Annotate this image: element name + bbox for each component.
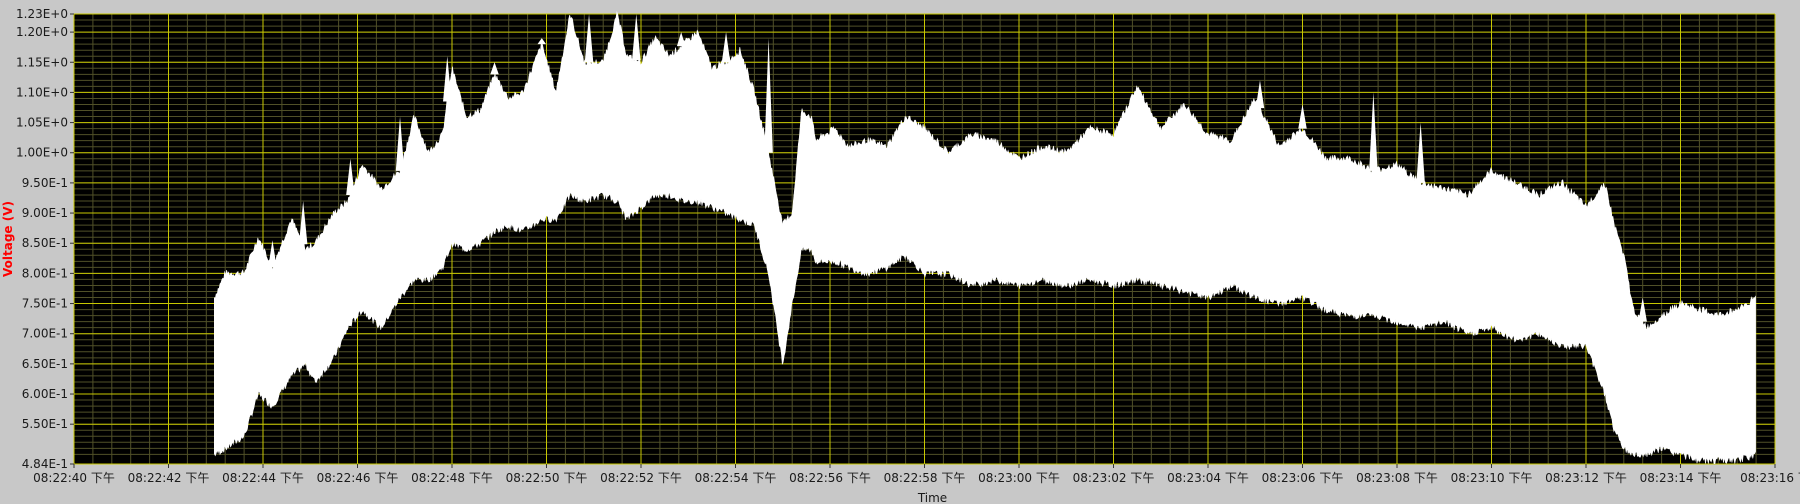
x-tick-label: 08:22:52 下午 <box>600 471 682 485</box>
signal-envelope <box>214 10 1756 465</box>
x-tick-label: 08:23:16 下 <box>1740 471 1800 485</box>
x-tick-label: 08:22:54 下午 <box>695 471 777 485</box>
y-tick-label: 4.84E-1 <box>22 457 68 471</box>
x-tick-label: 08:23:02 下午 <box>1073 471 1155 485</box>
signal-spike <box>1369 92 1378 171</box>
signal-spike <box>443 56 452 102</box>
signal-spike <box>298 200 308 245</box>
x-tick-label: 08:23:06 下午 <box>1262 471 1344 485</box>
x-tick-label: 08:23:08 下午 <box>1356 471 1438 485</box>
x-tick-label: 08:22:48 下午 <box>411 471 493 485</box>
y-tick-label: 8.50E-1 <box>22 236 68 250</box>
y-tick-label: 6.00E-1 <box>22 387 68 401</box>
signal-spike <box>1255 80 1265 109</box>
x-tick-label: 08:22:40 下午 <box>33 471 115 485</box>
signal-spike <box>721 32 731 63</box>
signal-spike <box>1638 297 1647 322</box>
y-tick-label: 1.15E+0 <box>16 55 68 69</box>
y-tick-label: 6.50E-1 <box>22 357 68 371</box>
signal-spike <box>632 14 641 61</box>
x-tick-label: 08:22:46 下午 <box>317 471 399 485</box>
x-axis-title: Time <box>917 491 947 504</box>
signal-spike <box>676 32 686 47</box>
signal-layer <box>214 10 1756 465</box>
signal-spike <box>395 116 405 171</box>
signal-spike <box>1416 122 1425 183</box>
y-tick-label: 9.00E-1 <box>22 206 68 220</box>
x-tick-label: 08:22:44 下午 <box>222 471 304 485</box>
y-tick-label: 9.50E-1 <box>22 176 68 190</box>
signal-spike <box>764 38 773 153</box>
x-tick-label: 08:23:04 下午 <box>1167 471 1249 485</box>
y-tick-label: 5.50E-1 <box>22 417 68 431</box>
y-axis-ticks: 1.23E+0 1.20E+0 1.15E+0 1.10E+0 1.05E+0 1.00E… <box>16 7 74 471</box>
x-tick-label: 08:22:50 下午 <box>506 471 588 485</box>
x-tick-label: 08:22:42 下午 <box>128 471 210 485</box>
y-tick-label: 7.50E-1 <box>22 297 68 311</box>
y-tick-label: 7.00E-1 <box>22 327 68 341</box>
signal-spike <box>268 240 277 268</box>
x-tick-label: 08:23:10 下午 <box>1451 471 1533 485</box>
x-tick-label: 08:23:00 下午 <box>978 471 1060 485</box>
x-tick-label: 08:23:14 下午 <box>1640 471 1722 485</box>
x-axis-ticks: 08:22:40 下午 08:22:42 下午 08:22:44 下午 08:22:4… <box>33 464 1800 485</box>
y-tick-label: 8.00E-1 <box>22 266 68 280</box>
y-tick-label: 1.20E+0 <box>16 25 68 39</box>
y-tick-label: 1.23E+0 <box>16 7 68 21</box>
signal-spike <box>584 14 594 63</box>
signal-spike <box>490 62 499 75</box>
x-tick-label: 08:22:58 下午 <box>884 471 966 485</box>
x-tick-label: 08:23:12 下午 <box>1545 471 1627 485</box>
y-tick-label: 1.10E+0 <box>16 85 68 99</box>
signal-spike <box>1298 104 1307 129</box>
x-tick-label: 08:22:56 下午 <box>789 471 871 485</box>
y-tick-label: 1.00E+0 <box>16 146 68 160</box>
y-tick-label: 1.05E+0 <box>16 116 68 130</box>
y-axis-title: Voltage (V) <box>1 201 15 277</box>
signal-spike <box>346 158 355 195</box>
signal-spike <box>537 38 547 45</box>
